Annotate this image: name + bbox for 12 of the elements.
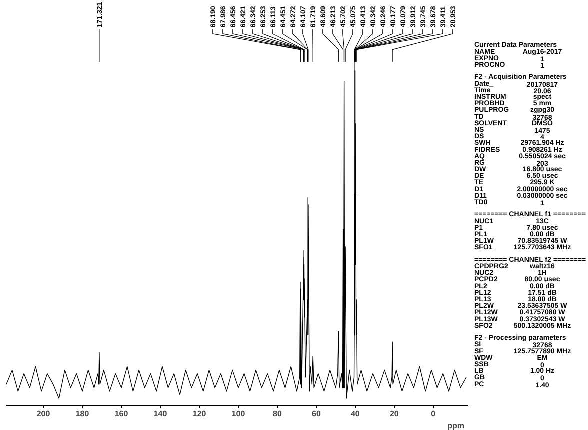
- x-axis-title: ppm: [448, 422, 465, 430]
- x-tick-label: 200: [36, 410, 51, 418]
- x-tick-label: 60: [312, 410, 322, 418]
- x-tick-label: 120: [192, 410, 207, 418]
- x-tick-label: 140: [154, 410, 168, 418]
- x-tick-label: 40: [350, 410, 360, 418]
- x-tick-label: 20: [390, 410, 400, 418]
- x-tick-label: 160: [114, 410, 129, 418]
- x-tick-label: 0: [431, 410, 436, 418]
- x-tick-label: 100: [232, 410, 246, 418]
- x-tick-label: 180: [76, 410, 90, 418]
- x-tick-label: 80: [273, 410, 282, 418]
